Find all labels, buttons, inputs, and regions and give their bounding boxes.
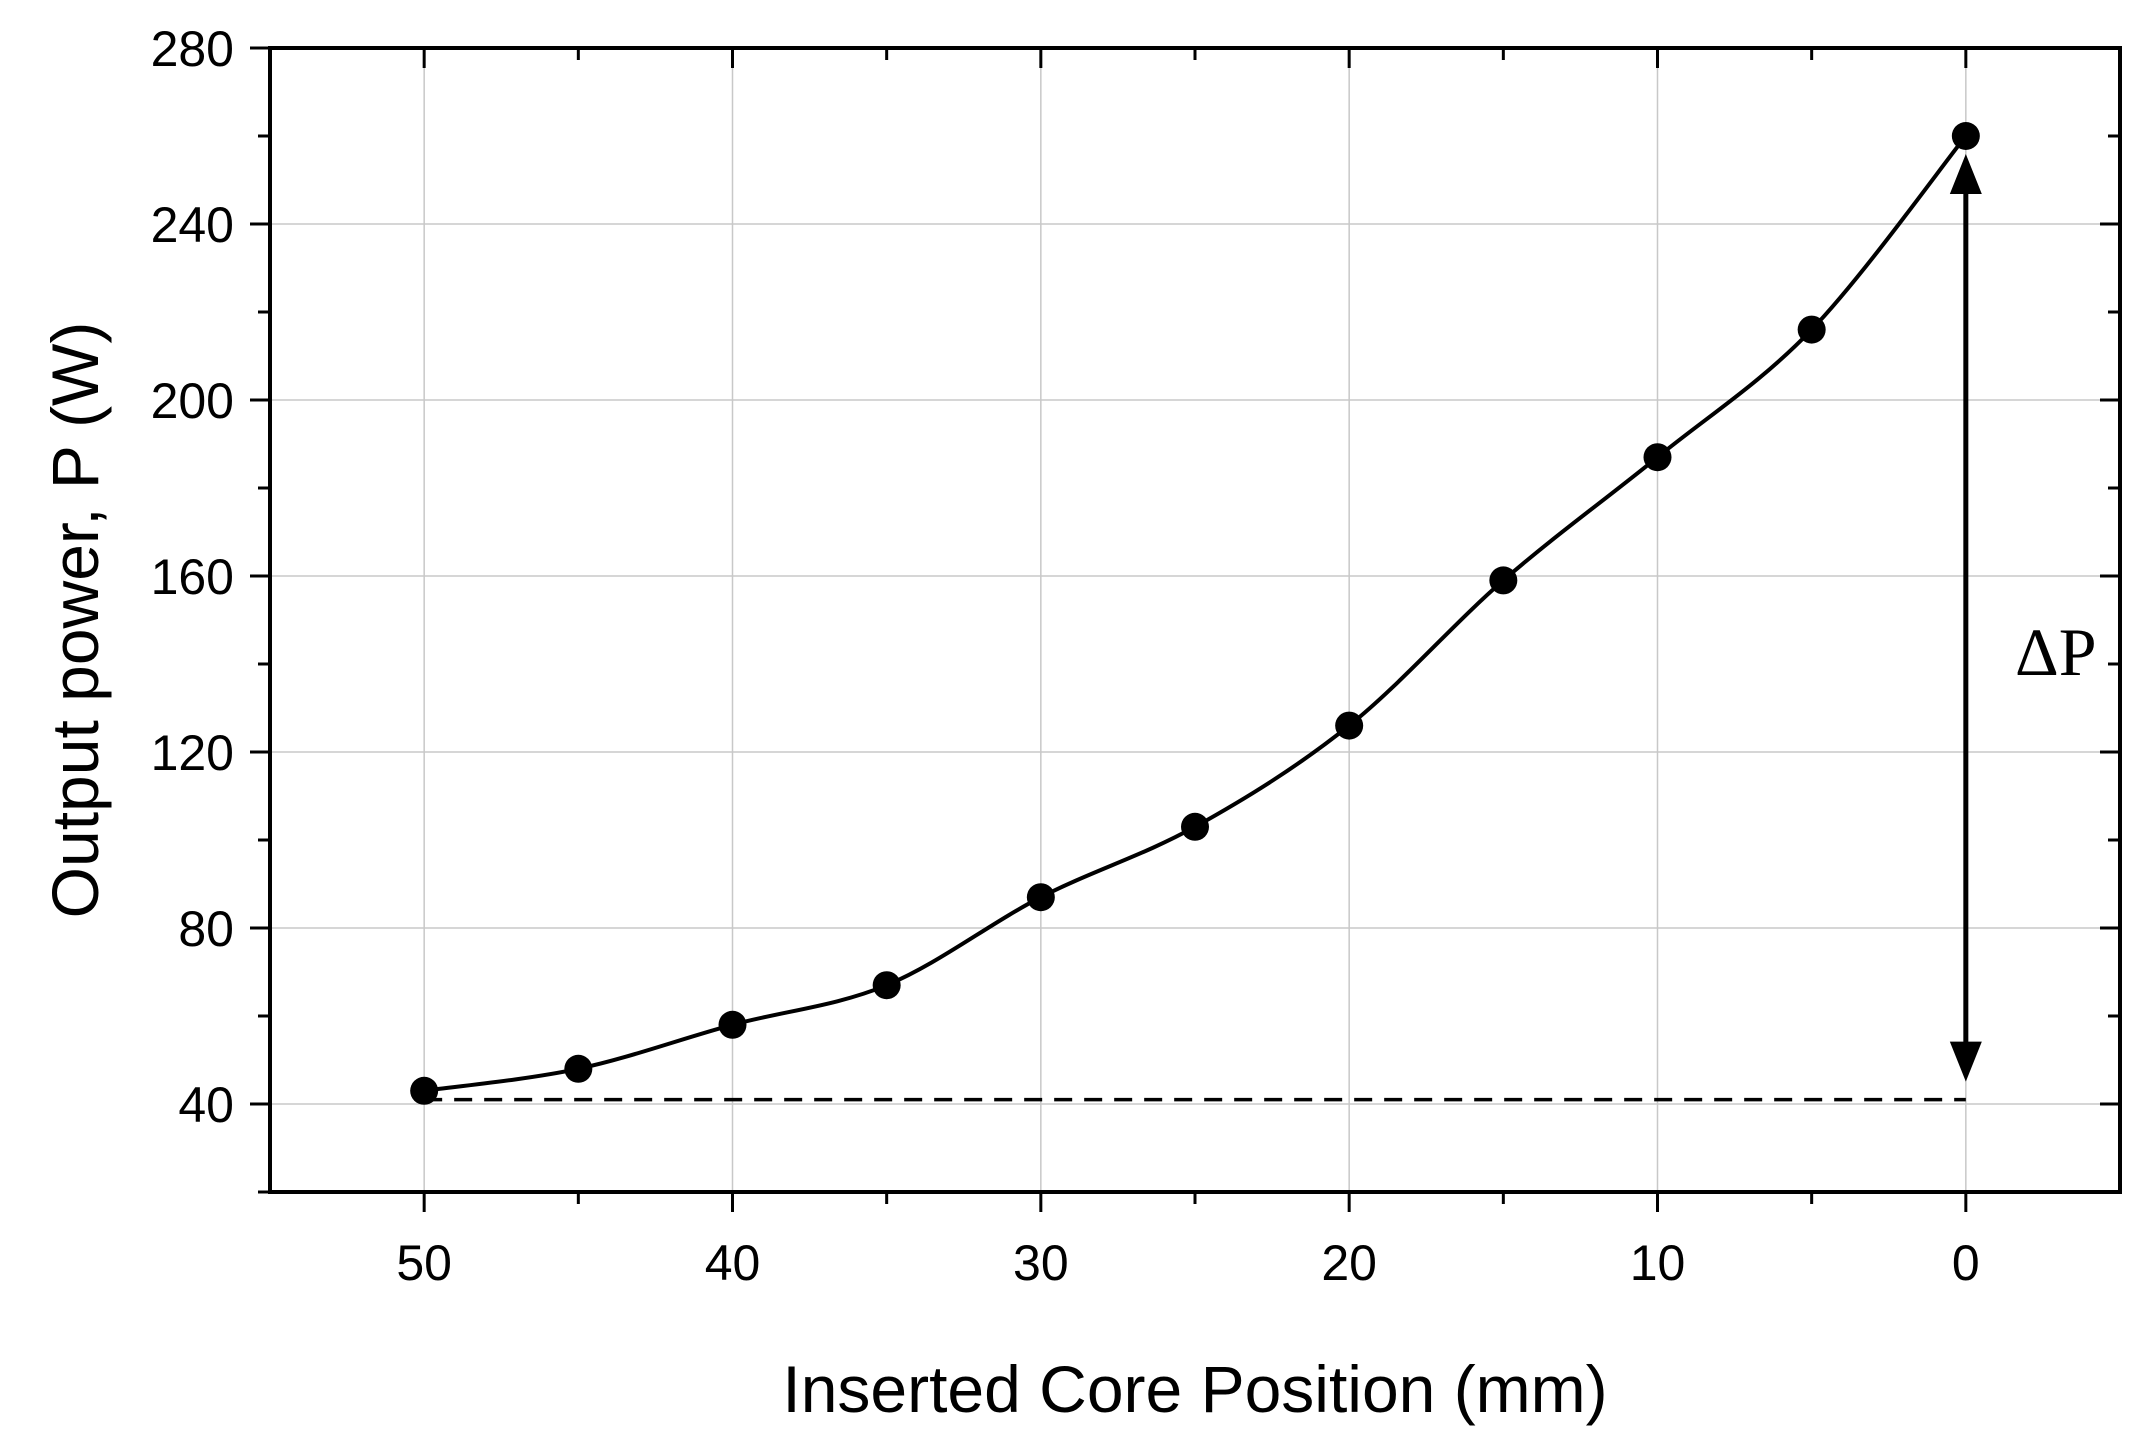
- y-tick-label: 200: [151, 373, 234, 429]
- delta-arrow-head-down: [1949, 1041, 1982, 1082]
- grid: [270, 47, 2120, 1192]
- x-tick-label: 10: [1630, 1235, 1686, 1291]
- data-point: [1335, 711, 1364, 740]
- data-point: [1797, 315, 1826, 344]
- x-tick-label: 30: [1013, 1235, 1069, 1291]
- y-axis-title: Output power, P (W): [38, 322, 112, 919]
- data-point: [1951, 122, 1980, 150]
- x-tick-label: 0: [1952, 1235, 1980, 1291]
- annotation-layer: ΔP: [1949, 154, 2097, 1082]
- data-point: [564, 1054, 593, 1083]
- data-point: [872, 971, 901, 1000]
- tick-layer: 50 40 30 20 10 0 40 80 120 160 200 240 280: [151, 21, 2120, 1291]
- x-tick-label: 20: [1321, 1235, 1377, 1291]
- data-point: [410, 1076, 439, 1105]
- delta-arrow-head-up: [1949, 154, 1982, 194]
- data-point: [1489, 566, 1518, 595]
- y-tick-label: 280: [151, 21, 234, 77]
- plot-frame: [268, 46, 2122, 1194]
- data-point: [718, 1010, 747, 1039]
- curve-layer: [423, 134, 1968, 1093]
- y-tick-label: 160: [151, 549, 234, 605]
- y-tick-label: 240: [151, 197, 234, 253]
- data-point: [1181, 812, 1209, 841]
- x-axis-title: Inserted Core Position (mm): [782, 1352, 1607, 1426]
- y-tick-label: 120: [151, 725, 234, 781]
- x-tick-label: 50: [396, 1235, 452, 1291]
- series-line: [423, 134, 1968, 1093]
- delta-p-label: ΔP: [2015, 614, 2097, 690]
- marker-layer: [410, 122, 1980, 1105]
- data-point: [1026, 883, 1055, 912]
- data-point: [1643, 443, 1672, 472]
- y-tick-label: 80: [178, 901, 234, 957]
- x-tick-label: 40: [705, 1235, 761, 1291]
- y-tick-label: 40: [178, 1077, 234, 1133]
